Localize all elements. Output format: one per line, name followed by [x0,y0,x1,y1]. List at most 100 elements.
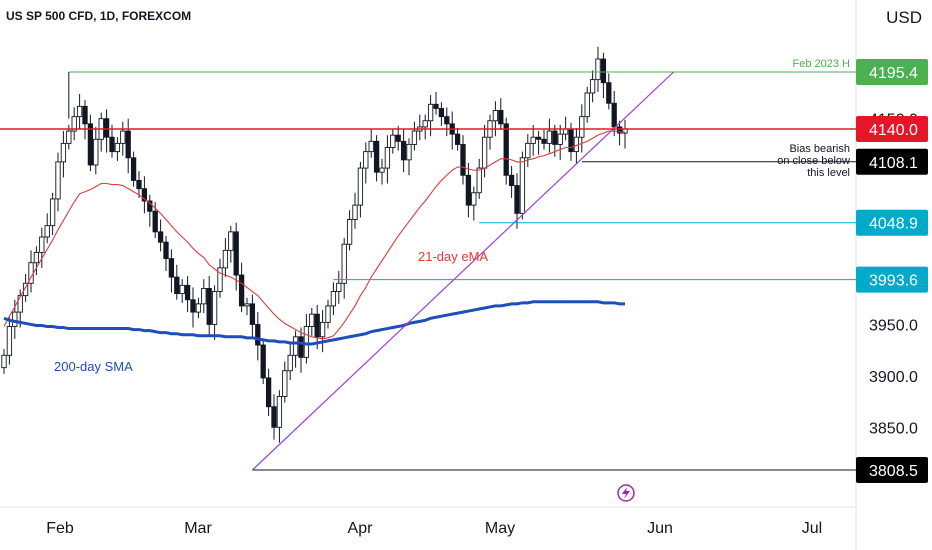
lightning-icon[interactable] [617,484,635,502]
candle [422,120,428,128]
price-tag-text: 3808.5 [869,463,918,480]
candle [271,406,277,428]
candle [39,236,45,253]
candle [222,249,229,269]
candle [400,140,407,161]
candle [406,143,412,161]
candle [368,140,374,153]
candle [444,116,450,125]
candle [352,204,358,220]
x-tick-label: Mar [184,520,212,537]
currency-label: USD [886,8,922,27]
candle [141,188,148,202]
candle [157,231,164,243]
candle [17,295,23,313]
lightning-icon-bolt [622,487,630,499]
x-tick-label: Jul [802,520,822,537]
candle [341,243,347,284]
level-label: Feb 2023 H [793,58,851,70]
price-tag-text: 4048.9 [869,216,918,233]
lightning-icon-ring [617,484,635,502]
candle [454,133,461,145]
candle [298,336,304,358]
candle [535,136,542,140]
candle [546,130,553,144]
price-tag-text: 3993.6 [869,273,918,290]
candle [336,282,342,292]
candle [427,103,434,122]
candle [109,136,115,153]
candle [33,251,40,264]
candle [330,291,337,307]
y-tick-label: 3850.0 [869,420,918,437]
candle [357,167,364,206]
price-tag [856,209,928,236]
candle [233,231,239,276]
candle [174,276,180,295]
candle [411,130,418,145]
candle [1,354,7,369]
candle [379,167,385,173]
candle [152,210,158,233]
sma200-line [3,300,625,346]
candle [319,321,326,338]
candle [217,267,223,292]
candle [600,58,607,84]
candle [130,157,137,181]
candle [238,274,245,307]
candle [168,258,175,278]
price-tag [856,115,928,142]
candle [616,126,623,134]
candle [260,344,266,379]
candle [325,305,331,323]
candle [579,116,585,138]
candle [125,130,131,159]
candle [492,110,499,122]
candle [179,284,185,295]
candle [249,303,256,325]
candle [265,377,272,408]
price-tag-text: 4195.4 [869,65,918,82]
candle [568,128,574,153]
level-label: Bias bearish [789,143,850,155]
candle [476,167,482,194]
candle [276,395,283,428]
candle [228,231,234,251]
x-tick-label: Feb [46,520,74,537]
candle [384,147,391,169]
candle [93,138,99,166]
sma-annotation: 200-day SMA [54,359,133,374]
candle [611,102,617,128]
candle [136,179,142,190]
candle [76,105,83,118]
candle [44,225,50,238]
level-label: on close below [777,155,850,167]
candle [201,287,207,305]
candle [471,192,477,206]
candle [589,79,596,94]
candles-group [1,46,628,443]
candle [606,82,612,104]
candle [292,336,299,356]
price-tag [856,148,928,175]
candle [519,157,526,214]
candle [309,313,315,327]
candle [282,370,288,397]
candle [303,326,310,358]
price-tag-text: 4108.1 [869,155,918,172]
candle [460,143,466,176]
level-label: this level [807,167,850,179]
candle [184,284,191,301]
candle [163,241,169,260]
candle [562,128,569,135]
candle [373,140,380,173]
candle [503,123,509,176]
candle [530,136,536,144]
candle [552,130,558,145]
x-tick-label: Jun [647,520,673,537]
candle [438,107,445,118]
candle [525,142,531,159]
candle [190,299,196,313]
candle [87,123,94,166]
